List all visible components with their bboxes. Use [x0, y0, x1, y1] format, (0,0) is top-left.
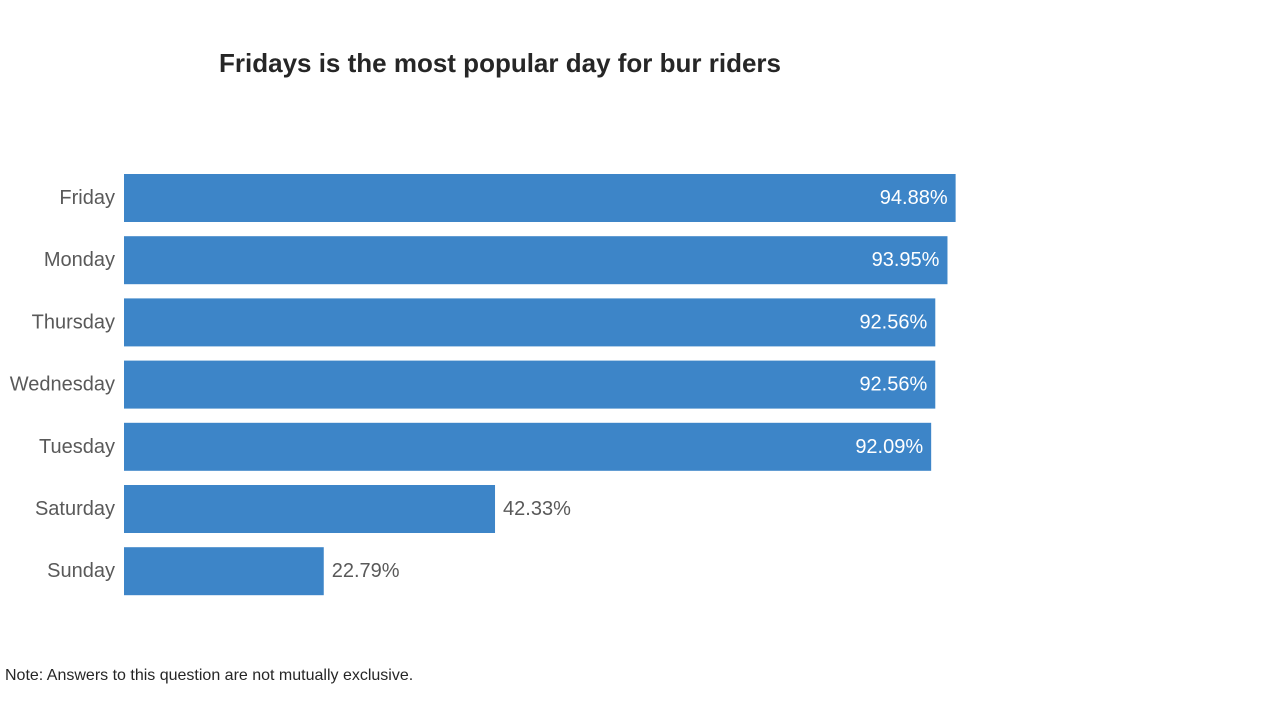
category-label-sunday: Sunday — [47, 560, 115, 582]
labels-layer: Friday 94.88% Monday 93.95% Thursday 92.56% We… — [10, 187, 948, 582]
bar-friday — [124, 174, 956, 222]
chart-note: Note: Answers to this question are not m… — [5, 667, 414, 684]
bar-sunday — [124, 547, 324, 596]
value-label-monday: 93.95% — [872, 249, 940, 271]
bar-thursday — [124, 298, 936, 347]
bar-monday — [124, 236, 948, 285]
value-label-sunday: 22.79% — [332, 560, 400, 582]
value-label-thursday: 92.56% — [859, 311, 927, 333]
value-label-tuesday: 92.09% — [855, 436, 923, 458]
value-label-friday: 94.88% — [880, 187, 948, 209]
value-label-saturday: 42.33% — [503, 498, 571, 520]
bar-tuesday — [124, 422, 932, 471]
category-label-saturday: Saturday — [35, 498, 115, 520]
category-label-wednesday: Wednesday — [10, 374, 115, 396]
chart-title: Fridays is the most popular day for bur … — [219, 48, 782, 78]
category-label-tuesday: Tuesday — [39, 436, 115, 458]
category-label-monday: Monday — [44, 249, 115, 271]
bar-wednesday — [124, 360, 936, 409]
category-label-thursday: Thursday — [32, 311, 115, 333]
category-label-friday: Friday — [59, 187, 115, 209]
bar-saturday — [124, 485, 496, 533]
bars-layer — [124, 174, 956, 596]
value-label-wednesday: 92.56% — [859, 374, 927, 396]
